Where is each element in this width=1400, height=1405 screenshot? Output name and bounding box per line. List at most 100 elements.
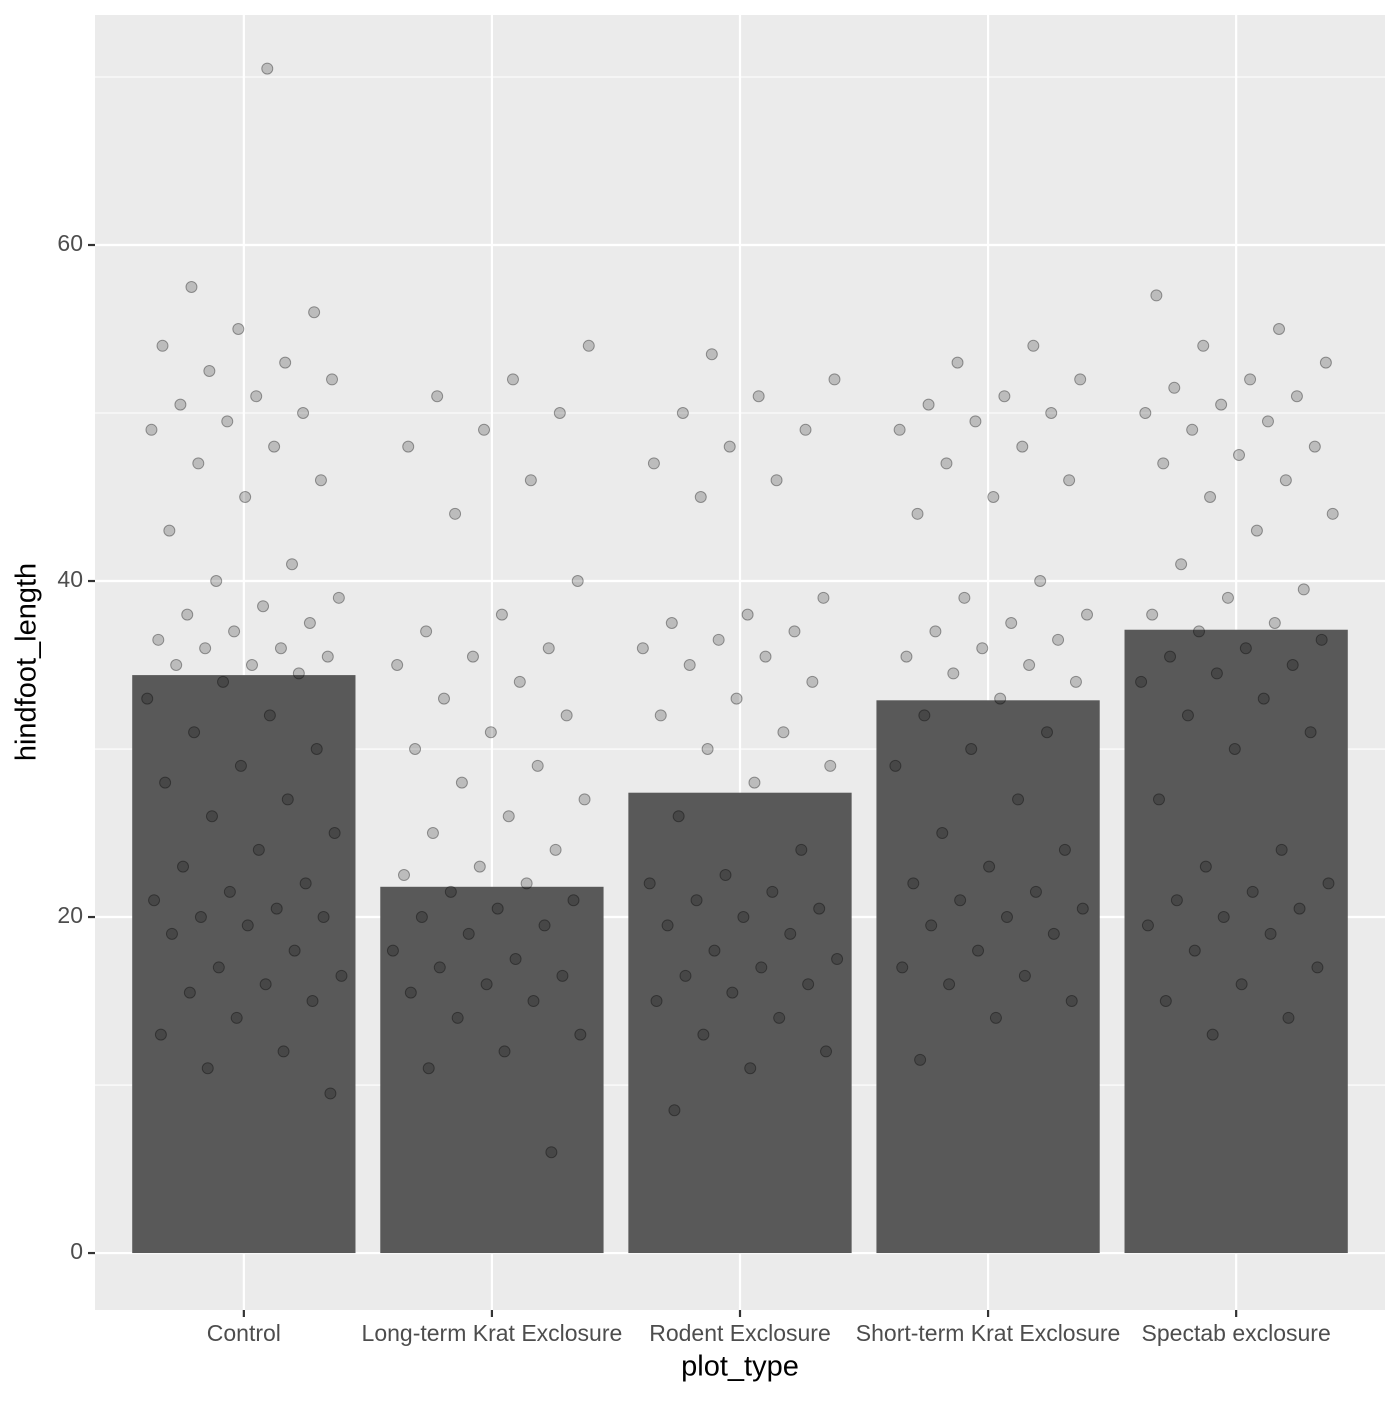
jitter-point xyxy=(1023,659,1036,672)
jitter-point xyxy=(455,776,468,789)
jitter-point xyxy=(159,776,172,789)
jitter-point xyxy=(636,642,649,655)
jitter-point xyxy=(141,692,154,705)
jitter-point xyxy=(1150,289,1163,302)
jitter-point xyxy=(1215,398,1228,411)
jitter-point xyxy=(983,860,996,873)
jitter-point xyxy=(268,440,281,453)
jitter-point xyxy=(174,398,187,411)
jitter-point xyxy=(210,575,223,588)
jitter-point xyxy=(299,877,312,890)
jitter-point xyxy=(1233,449,1246,462)
jitter-point xyxy=(1193,625,1206,638)
jitter-point xyxy=(261,62,274,75)
jitter-point xyxy=(1181,709,1194,722)
jitter-point xyxy=(1034,575,1047,588)
jitter-point xyxy=(694,491,707,504)
jitter-point xyxy=(914,1053,927,1066)
jitter-point xyxy=(672,810,685,823)
jitter-point xyxy=(1257,692,1270,705)
jitter-point xyxy=(665,617,678,630)
jitter-point xyxy=(697,1028,710,1041)
jitter-point xyxy=(520,877,533,890)
bar xyxy=(380,886,604,1254)
jitter-point xyxy=(239,491,252,504)
jitter-point xyxy=(491,902,504,915)
jitter-point xyxy=(676,407,689,420)
jitter-point xyxy=(1047,927,1060,940)
jitter-point xyxy=(1065,995,1078,1008)
jitter-point xyxy=(462,927,475,940)
jitter-point xyxy=(1319,356,1332,369)
jitter-point xyxy=(1244,373,1257,386)
jitter-point xyxy=(560,709,573,722)
jitter-point xyxy=(1168,381,1181,394)
jitter-point xyxy=(741,608,754,621)
jitter-point xyxy=(274,642,287,655)
jitter-point xyxy=(813,902,826,915)
jitter-point xyxy=(152,633,165,646)
jitter-point xyxy=(987,491,1000,504)
jitter-point xyxy=(831,953,844,966)
jitter-point xyxy=(1297,583,1310,596)
jitter-point xyxy=(292,667,305,680)
jitter-point xyxy=(719,869,732,882)
y-tick-label: 0 xyxy=(70,1238,83,1264)
x-tick-label: Spectab exclosure xyxy=(1142,1320,1331,1346)
jitter-point xyxy=(766,885,779,898)
y-tick-label: 60 xyxy=(57,230,83,256)
jitter-point xyxy=(773,1011,786,1024)
jitter-point xyxy=(574,1028,587,1041)
jitter-point xyxy=(553,407,566,420)
jitter-point xyxy=(1261,415,1274,428)
jitter-point xyxy=(943,978,956,991)
jitter-point xyxy=(241,919,254,932)
jitter-point xyxy=(1311,961,1324,974)
jitter-point xyxy=(549,843,562,856)
jitter-point xyxy=(451,1011,464,1024)
jitter-point xyxy=(1052,633,1065,646)
jitter-point xyxy=(145,423,158,436)
jitter-point xyxy=(723,440,736,453)
x-axis-title: plot_type xyxy=(681,1351,799,1383)
jitter-point xyxy=(314,474,327,487)
jitter-point xyxy=(502,810,515,823)
jitter-point xyxy=(1076,902,1089,915)
jitter-point xyxy=(386,944,399,957)
jitter-point xyxy=(250,390,263,403)
jitter-point xyxy=(148,894,161,907)
jitter-point xyxy=(817,591,830,604)
jitter-point xyxy=(972,944,985,957)
jitter-point xyxy=(1139,407,1152,420)
jitter-point xyxy=(1175,558,1188,571)
jitter-point xyxy=(647,457,660,470)
jitter-point xyxy=(203,365,216,378)
jitter-point xyxy=(183,986,196,999)
jitter-point xyxy=(770,474,783,487)
jitter-point xyxy=(976,642,989,655)
jitter-point xyxy=(1018,969,1031,982)
marks xyxy=(132,62,1348,1254)
jitter-point xyxy=(578,793,591,806)
jitter-point xyxy=(257,600,270,613)
jitter-point xyxy=(480,978,493,991)
jitter-point xyxy=(571,575,584,588)
jitter-point xyxy=(989,1011,1002,1024)
jitter-point xyxy=(279,356,292,369)
jitter-point xyxy=(936,827,949,840)
jitter-point xyxy=(1264,927,1277,940)
jitter-point xyxy=(788,625,801,638)
jitter-point xyxy=(1286,659,1299,672)
jitter-point xyxy=(433,961,446,974)
jitter-point xyxy=(1058,843,1071,856)
jitter-point xyxy=(1012,793,1025,806)
jitter-point xyxy=(896,961,909,974)
jitter-point xyxy=(1041,726,1054,739)
jitter-point xyxy=(473,860,486,873)
jitter-point xyxy=(893,423,906,436)
jitter-point xyxy=(286,558,299,571)
x-tick-label: Long-term Krat Exclosure xyxy=(362,1320,623,1346)
jitter-point xyxy=(1290,390,1303,403)
jitter-point xyxy=(1221,591,1234,604)
jitter-point xyxy=(1188,944,1201,957)
